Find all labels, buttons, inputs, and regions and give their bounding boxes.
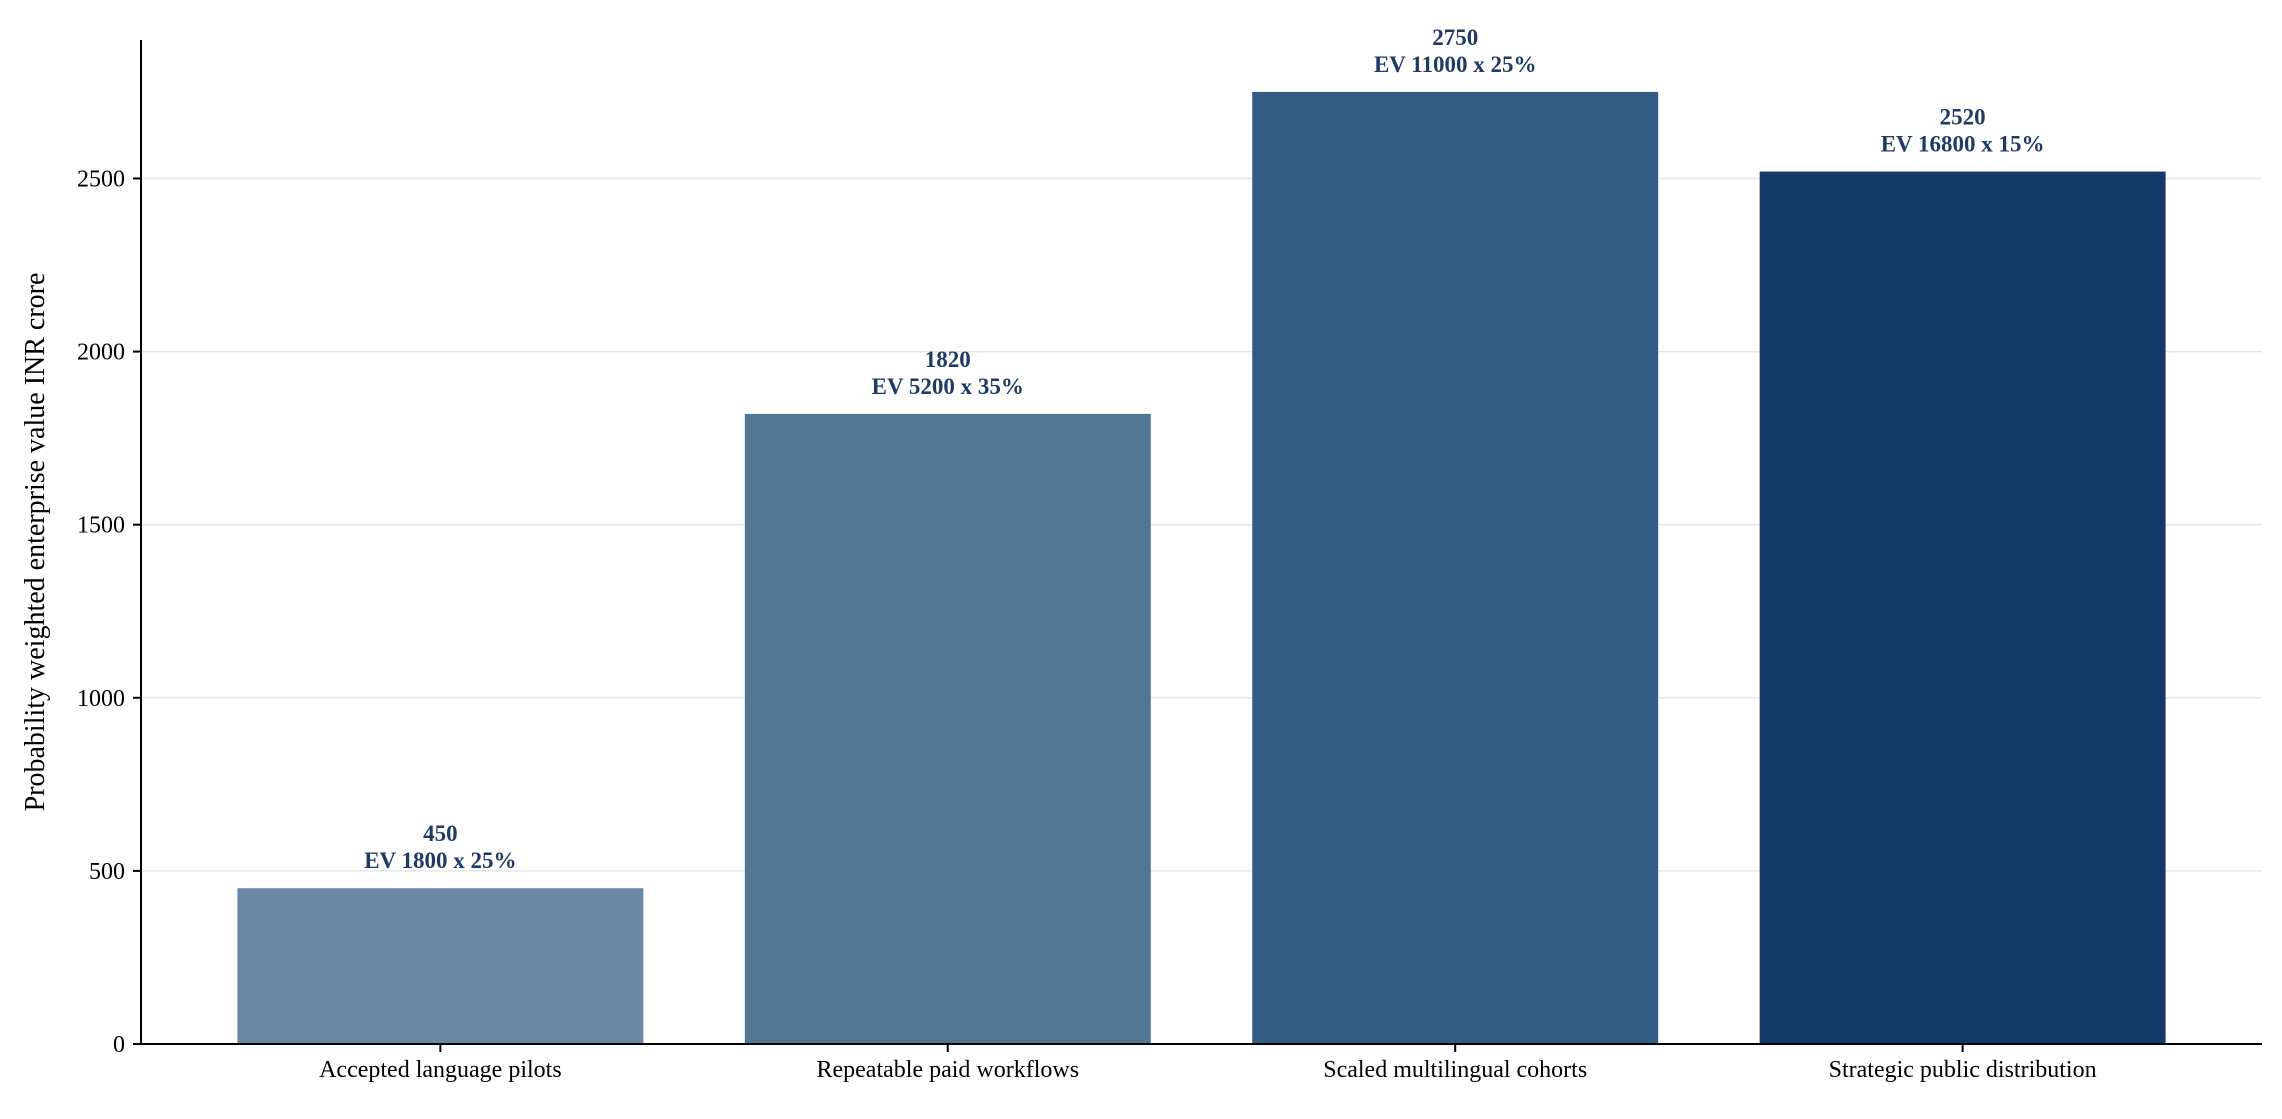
x-tick-label: Accepted language pilots <box>319 1057 562 1083</box>
y-tick-label: 500 <box>89 859 125 885</box>
data-label-value: 2750 <box>1432 25 1478 50</box>
x-axis-ticks: Accepted language pilots Repeatable paid … <box>319 1044 2097 1083</box>
bar <box>1759 171 2166 1045</box>
y-axis-title: Probability weighted enterprise value IN… <box>20 273 51 812</box>
x-tick-label: Strategic public distribution <box>1829 1057 2097 1083</box>
y-axis-ticks: 0 500 1000 1500 2000 2500 <box>77 166 141 1058</box>
data-label-annotation: EV 16800 x 15% <box>1881 132 2045 157</box>
y-tick-label: 1500 <box>77 513 125 539</box>
bar <box>237 888 644 1044</box>
y-tick-label: 2000 <box>77 340 125 366</box>
data-label-annotation: EV 11000 x 25% <box>1374 52 1537 77</box>
bar <box>744 413 1151 1044</box>
data-label-annotation: EV 5200 x 35% <box>872 374 1024 399</box>
x-tick-label: Repeatable paid workflows <box>816 1057 1079 1083</box>
x-tick-label: Scaled multilingual cohorts <box>1323 1057 1587 1083</box>
y-tick-label: 0 <box>113 1032 125 1058</box>
data-label-value: 1820 <box>925 347 971 372</box>
bars <box>237 91 2166 1045</box>
axes <box>140 40 2262 1045</box>
data-label-annotation: EV 1800 x 25% <box>364 848 516 873</box>
y-tick-label: 1000 <box>77 686 125 712</box>
data-label-value: 450 <box>423 821 458 846</box>
y-tick-label: 2500 <box>77 166 125 192</box>
bar <box>1252 91 1659 1045</box>
data-label-value: 2520 <box>1940 105 1986 130</box>
